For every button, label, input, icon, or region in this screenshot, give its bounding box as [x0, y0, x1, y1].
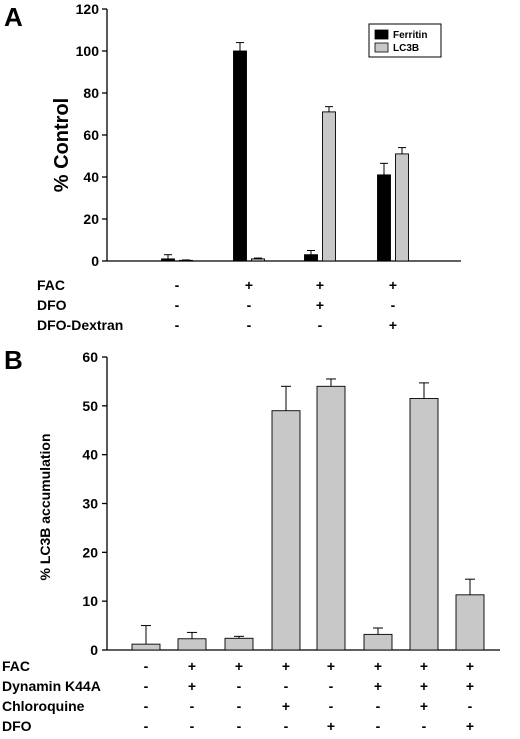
- panel-b-condition-sign: +: [327, 658, 335, 674]
- panel-b-y-tick-label: 50: [82, 398, 98, 414]
- panel-a-condition-label: DFO: [37, 297, 67, 313]
- panel-b-y-tick-label: 10: [82, 593, 98, 609]
- panel-a-legend-swatch: [374, 42, 389, 53]
- panel-b-condition-sign: -: [190, 718, 195, 734]
- panel-b-condition-sign: -: [144, 658, 149, 674]
- panel-b-condition-sign: -: [284, 718, 289, 734]
- panel-a-condition-label: DFO-Dextran: [37, 317, 123, 333]
- panel-b-y-tick-label: 30: [82, 496, 98, 512]
- panel-b-condition-sign: -: [422, 718, 427, 734]
- panel-b-condition-sign: +: [420, 678, 428, 694]
- panel-b-condition-sign: -: [237, 678, 242, 694]
- panel-b-condition-label: DFO: [2, 718, 32, 734]
- panel-a-y-tick-label: 40: [83, 169, 99, 185]
- panel-a-legend-label: LC3B: [393, 43, 419, 54]
- panel-b-y-axis-label: % LC3B accumulation: [37, 433, 53, 580]
- panel-b-bar: [316, 385, 346, 651]
- panel-b-condition-sign: +: [466, 658, 474, 674]
- panel-b-condition-sign: -: [144, 678, 149, 694]
- panel-b-bar: [131, 643, 161, 651]
- panel-b-condition-sign: -: [284, 678, 289, 694]
- panel-a-condition-sign: +: [389, 277, 397, 293]
- panel-b-condition-sign: -: [376, 718, 381, 734]
- panel-a-bar-ferritin: [377, 174, 391, 262]
- panel-a-condition-sign: -: [318, 317, 323, 333]
- panel-b-condition-sign: +: [188, 678, 196, 694]
- panel-a-condition-sign: -: [175, 277, 180, 293]
- panel-b-condition-sign: -: [144, 718, 149, 734]
- panel-a-condition-sign: -: [247, 317, 252, 333]
- panel-b-y-tick-label: 40: [82, 447, 98, 463]
- panel-a-y-tick-label: 100: [76, 43, 100, 59]
- panel-a-bar-lc3b: [179, 259, 193, 262]
- panel-b-bar: [363, 633, 393, 651]
- panel-a-condition-sign: -: [391, 297, 396, 313]
- panel-a-y-tick-label: 60: [83, 127, 99, 143]
- panel-b-condition-sign: +: [420, 698, 428, 714]
- panel-a-plot: 0 20 40 60 80 100 120 Ferritin LC3B FAC - + + + DFO - - +…: [37, 1, 461, 333]
- panel-b-bar: [224, 637, 254, 651]
- panel-b-condition-sign: -: [190, 698, 195, 714]
- panel-b-condition-sign: +: [420, 658, 428, 674]
- panel-a-bar-lc3b: [395, 153, 409, 262]
- panel-a-condition-sign: +: [316, 297, 324, 313]
- panel-a-condition-label: FAC: [37, 277, 65, 293]
- panel-b-condition-sign: -: [237, 718, 242, 734]
- panel-b-letter: B: [4, 345, 23, 375]
- panel-b-condition-sign: +: [282, 658, 290, 674]
- panel-a-y-tick-label: 20: [83, 211, 99, 227]
- panel-a-condition-sign: +: [389, 317, 397, 333]
- panel-b-condition-sign: -: [468, 698, 473, 714]
- panel-b-condition-sign: +: [374, 658, 382, 674]
- panel-a-bar-lc3b: [322, 111, 336, 262]
- panel-b-y-tick-label: 60: [82, 349, 98, 365]
- panel-a-bar-ferritin: [233, 50, 247, 262]
- panel-b-bar: [271, 410, 301, 651]
- panel-b-condition-sign: -: [329, 698, 334, 714]
- panel-a-condition-sign: -: [175, 297, 180, 313]
- panel-b-plot: 0 10 20 30 40 50 60 FAC - + + + + + + + Dynamin K44A - + - -…: [2, 349, 500, 734]
- panel-b-condition-sign: +: [327, 718, 335, 734]
- panel-b-condition-sign: +: [188, 658, 196, 674]
- panel-b-condition-label: Dynamin K44A: [2, 678, 101, 694]
- panel-b-bar: [455, 594, 485, 651]
- panel-a-bar-ferritin: [304, 254, 318, 262]
- panel-b-condition-sign: -: [376, 698, 381, 714]
- panel-b-y-tick-label: 0: [90, 642, 98, 658]
- panel-a-condition-sign: +: [316, 277, 324, 293]
- panel-b-condition-sign: -: [144, 698, 149, 714]
- panel-b-condition-label: FAC: [2, 658, 30, 674]
- panel-a-y-tick-label: 120: [76, 1, 100, 17]
- panel-b-condition-sign: +: [235, 658, 243, 674]
- panel-a-condition-sign: -: [247, 297, 252, 313]
- panel-b-condition-sign: -: [237, 698, 242, 714]
- panel-b-bar: [409, 398, 439, 651]
- panel-b-condition-label: Chloroquine: [2, 698, 85, 714]
- panel-a-bar-ferritin: [161, 258, 175, 262]
- panel-a-legend-label: Ferritin: [393, 30, 427, 41]
- panel-a-condition-sign: +: [245, 277, 253, 293]
- panel-b-y-tick-label: 20: [82, 544, 98, 560]
- panel-a-letter: A: [4, 2, 23, 32]
- panel-b-condition-sign: +: [374, 678, 382, 694]
- panel-b-condition-sign: +: [282, 698, 290, 714]
- panel-a-y-tick-label: 0: [91, 253, 99, 269]
- panel-a-legend-swatch: [374, 29, 389, 40]
- panel-b-condition-sign: +: [466, 678, 474, 694]
- panel-a-bar-lc3b: [251, 258, 265, 262]
- panel-b-condition-sign: -: [329, 678, 334, 694]
- panel-b-bar: [177, 638, 207, 651]
- panel-a-y-axis-label: % Control: [51, 98, 73, 192]
- panel-b-condition-sign: +: [466, 718, 474, 734]
- panel-a-condition-sign: -: [175, 317, 180, 333]
- panel-a-y-tick-label: 80: [83, 85, 99, 101]
